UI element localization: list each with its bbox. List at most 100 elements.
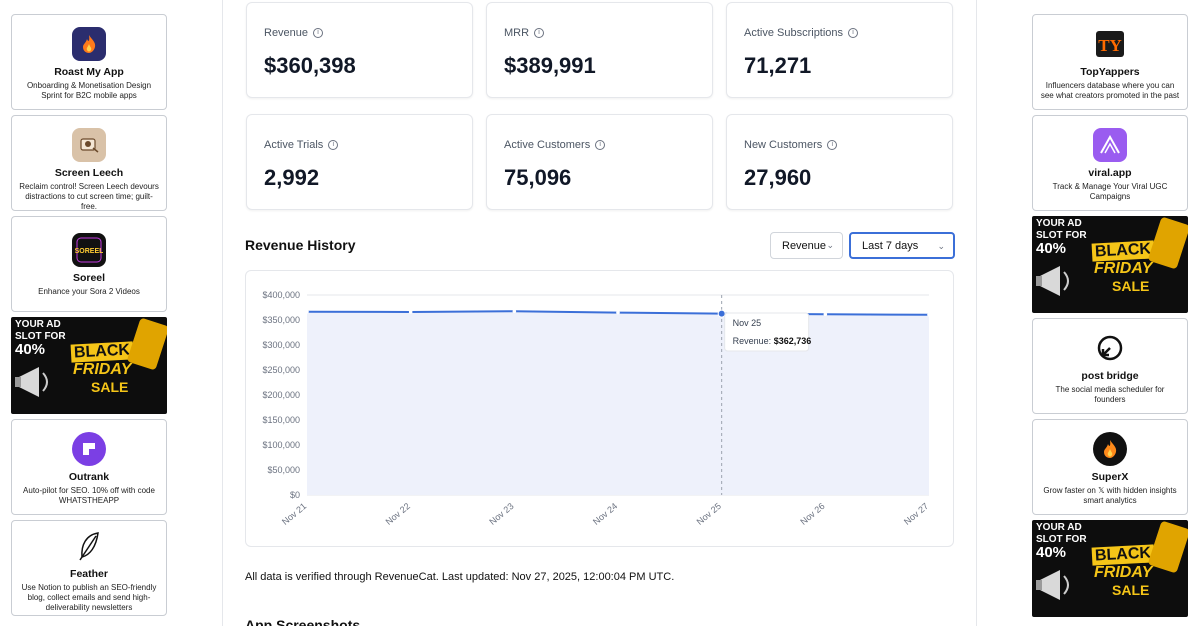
- stat-value: 71,271: [744, 53, 812, 78]
- stat-label: MRR: [504, 27, 530, 39]
- ad-screen-leech[interactable]: Screen Leech Reclaim control! Screen Lee…: [11, 115, 167, 211]
- stat-value: 2,992: [264, 165, 320, 190]
- ad-name: TopYappers: [1080, 66, 1140, 78]
- x-tick-label: Nov 24: [591, 501, 619, 527]
- svg-text:TY: TY: [1098, 36, 1122, 55]
- promo-line1: YOUR AD: [1036, 522, 1082, 533]
- price-tag-icon: [126, 317, 167, 371]
- tooltip-value: $362,736: [774, 336, 812, 346]
- ad-outrank[interactable]: Outrank Auto-pilot for SEO. 10% off with…: [11, 419, 167, 515]
- data-point: [823, 312, 828, 317]
- app-screenshots-title: App Screenshots: [245, 617, 361, 626]
- stat-label: Revenue: [264, 27, 309, 39]
- stat-new-customers: New Customers i 27,960: [726, 114, 953, 210]
- stat-revenue: Revenue i $360,398: [246, 2, 473, 98]
- data-point-active: [717, 309, 726, 318]
- ad-name: Roast My App: [54, 66, 124, 78]
- x-tick-label: Nov 25: [695, 501, 723, 527]
- ad-promo-banner[interactable]: YOUR AD SLOT FOR 40% BLACK FRIDAY SALE: [1032, 216, 1188, 313]
- ad-viral-app[interactable]: viral.app Track & Manage Your Viral UGC …: [1032, 115, 1188, 211]
- stat-mrr: MRR i $389,991: [486, 2, 713, 98]
- ad-name: Feather: [70, 568, 108, 580]
- data-verification-note: All data is verified through RevenueCat.…: [245, 571, 675, 583]
- flame-icon: [72, 27, 106, 61]
- megaphone-icon: [15, 367, 48, 397]
- info-icon[interactable]: i: [595, 140, 606, 150]
- ad-name: SuperX: [1091, 471, 1129, 483]
- promo-line2: SLOT FOR: [15, 331, 66, 342]
- ad-desc: Enhance your Sora 2 Videos: [38, 287, 140, 296]
- ad-name: post bridge: [1081, 370, 1139, 382]
- data-point: [408, 310, 413, 314]
- ad-name: viral.app: [1088, 167, 1132, 179]
- left-ad-column: Roast My App Onboarding & Monetisation D…: [11, 14, 167, 616]
- stat-value: $360,398: [264, 53, 356, 78]
- stat-value: 27,960: [744, 165, 812, 190]
- promo-percent: 40%: [15, 341, 46, 358]
- ad-promo-banner[interactable]: YOUR AD SLOT FOR 40% BLACK FRIDAY SALE: [1032, 520, 1188, 617]
- ad-desc: Use Notion to publish an SEO-friendly bl…: [21, 583, 157, 612]
- topyappers-icon: TY: [1093, 27, 1127, 61]
- y-tick-label: $400,000: [262, 290, 300, 300]
- info-icon[interactable]: i: [534, 28, 545, 38]
- feather-icon: [72, 529, 106, 563]
- ad-desc: Reclaim control! Screen Leech devours di…: [19, 182, 159, 211]
- svg-text:SOREEL: SOREEL: [75, 248, 103, 255]
- post-bridge-icon: [1093, 331, 1127, 365]
- info-icon[interactable]: i: [313, 28, 324, 38]
- ad-roast-my-app[interactable]: Roast My App Onboarding & Monetisation D…: [11, 14, 167, 110]
- stat-active-customers: Active Customers i 75,096: [486, 114, 713, 210]
- promo-black: BLACK: [1091, 240, 1155, 262]
- ad-superx[interactable]: SuperX Grow faster on 𝕏 with hidden insi…: [1032, 419, 1188, 515]
- outrank-icon: [72, 432, 106, 466]
- info-icon[interactable]: i: [328, 140, 339, 150]
- ad-desc: The social media scheduler for founders: [1055, 385, 1165, 404]
- ad-desc: Influencers database where you can see w…: [1040, 81, 1180, 100]
- metric-select-value: Revenue: [782, 239, 827, 252]
- revenue-chart[interactable]: $0 $50,000 $100,000 $150,000 $200,000 $250,00…: [246, 271, 955, 548]
- leech-icon: [72, 128, 106, 162]
- metric-select[interactable]: Revenue ⌄: [770, 232, 843, 259]
- x-tick-label: Nov 22: [384, 501, 412, 527]
- tooltip-box: [724, 312, 810, 352]
- stat-value: 75,096: [504, 165, 572, 190]
- chevron-down-icon: ⌄: [826, 240, 834, 250]
- revenue-chart-card: $0 $50,000 $100,000 $150,000 $200,000 $250,00…: [245, 270, 954, 547]
- y-tick-label: $0: [290, 490, 300, 500]
- megaphone-icon: [1036, 570, 1069, 600]
- promo-sale: SALE: [91, 379, 129, 395]
- promo-friday: FRIDAY: [1094, 564, 1153, 581]
- data-point: [927, 313, 931, 317]
- promo-black: BLACK: [1091, 544, 1155, 566]
- range-select-value: Last 7 days: [862, 239, 919, 252]
- data-point: [616, 310, 620, 315]
- tooltip-label: Revenue: $362,736: [733, 336, 812, 346]
- price-tag-icon: [1147, 520, 1188, 574]
- promo-line1: YOUR AD: [15, 319, 61, 330]
- stat-active-subscriptions: Active Subscriptions i 71,271: [726, 2, 953, 98]
- ad-post-bridge[interactable]: post bridge The social media scheduler f…: [1032, 318, 1188, 414]
- ad-promo-banner[interactable]: YOUR AD SLOT FOR 40% BLACK FRIDAY SALE: [11, 317, 167, 414]
- y-tick-label: $100,000: [262, 440, 300, 450]
- content-left-border: [222, 0, 223, 626]
- price-tag-icon: [1147, 216, 1188, 270]
- ad-topyappers[interactable]: TY TopYappers Influencers database where…: [1032, 14, 1188, 110]
- info-icon[interactable]: i: [848, 28, 859, 38]
- y-tick-label: $150,000: [262, 415, 300, 425]
- content-right-border: [976, 0, 977, 626]
- right-ad-column: TY TopYappers Influencers database where…: [1032, 14, 1188, 617]
- ad-soreel[interactable]: SOREEL Soreel Enhance your Sora 2 Videos: [11, 216, 167, 312]
- ad-feather[interactable]: Feather Use Notion to publish an SEO-fri…: [11, 520, 167, 616]
- data-point: [305, 309, 309, 314]
- range-select[interactable]: Last 7 days ⌄: [849, 232, 955, 259]
- revenue-area: [307, 311, 929, 495]
- promo-sale: SALE: [1112, 582, 1150, 598]
- promo-line2: SLOT FOR: [1036, 534, 1087, 545]
- stat-active-trials: Active Trials i 2,992: [246, 114, 473, 210]
- y-tick-label: $350,000: [262, 315, 300, 325]
- info-icon[interactable]: i: [827, 140, 838, 150]
- y-tick-label: $200,000: [262, 390, 300, 400]
- chevron-down-icon: ⌄: [937, 241, 945, 251]
- promo-line2: SLOT FOR: [1036, 230, 1087, 241]
